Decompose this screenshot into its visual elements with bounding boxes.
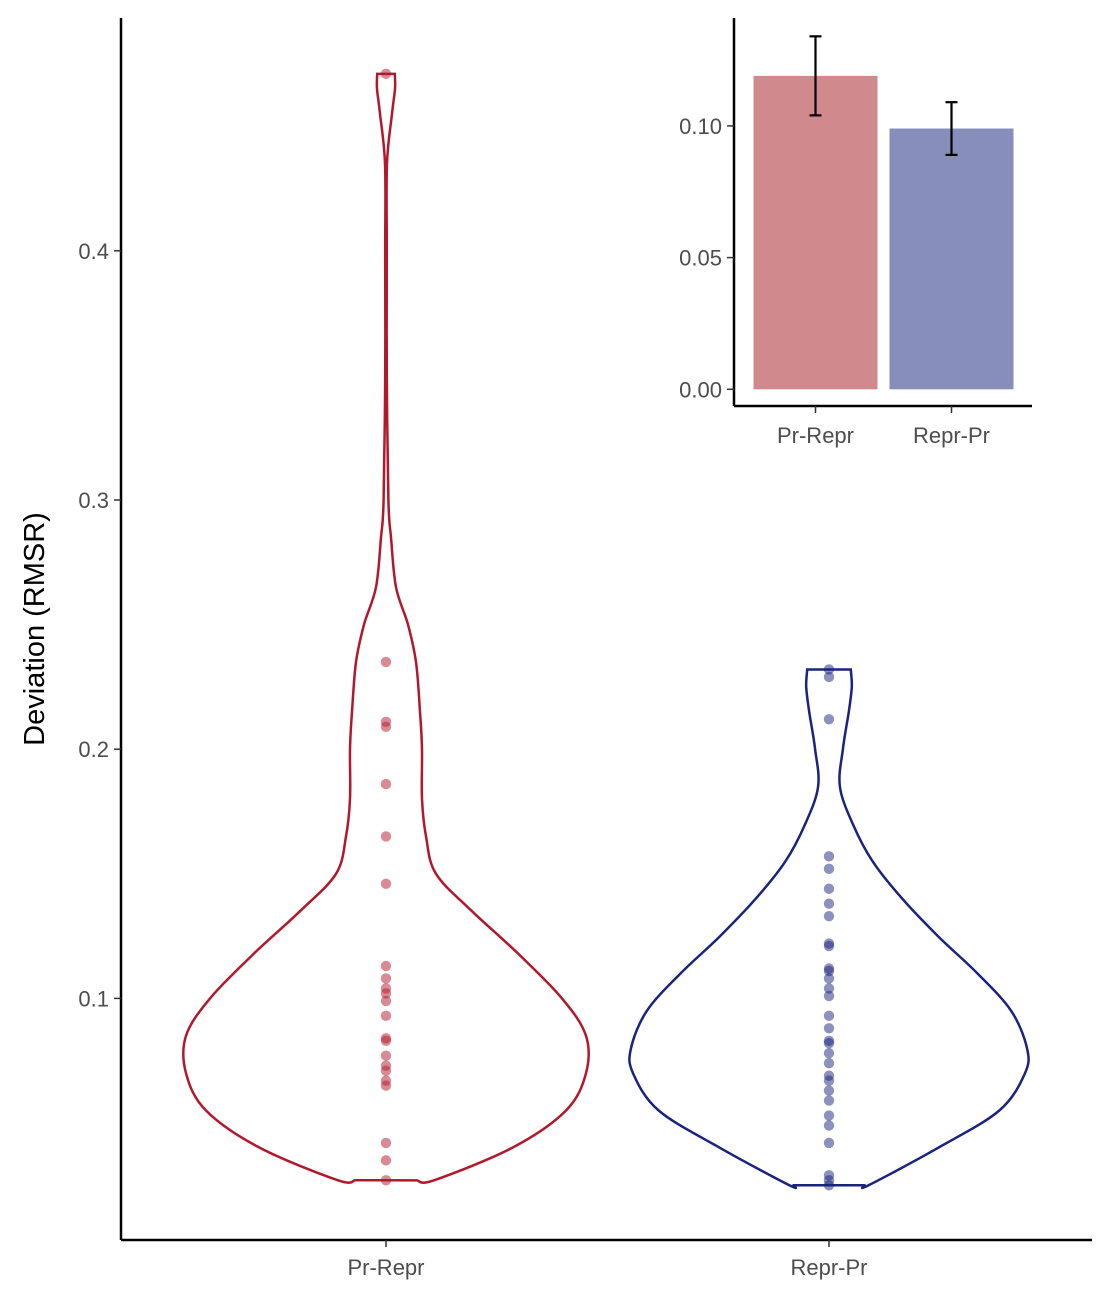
- data-point: [380, 1035, 392, 1046]
- data-point: [380, 973, 392, 984]
- inset-y-tick-label: 0.10: [679, 114, 722, 139]
- data-point: [380, 1080, 392, 1091]
- data-point: [823, 1137, 835, 1149]
- x-tick-label: Pr-Repr: [347, 1255, 424, 1280]
- data-point: [823, 1085, 835, 1096]
- data-point: [823, 1110, 835, 1121]
- data-point: [380, 995, 392, 1007]
- data-point: [823, 1038, 835, 1049]
- data-point: [823, 664, 835, 675]
- data-point: [823, 863, 835, 875]
- violin-outline: [628, 668, 1030, 1190]
- inset-y-tick-label: 0.05: [679, 246, 722, 271]
- data-point: [823, 990, 835, 1002]
- y-tick-label: 0.2: [78, 737, 109, 762]
- data-point: [380, 1010, 392, 1022]
- data-point: [380, 1065, 392, 1076]
- y-tick-label: 0.4: [78, 239, 109, 264]
- data-point: [823, 1095, 835, 1106]
- x-tick-label: Repr-Pr: [790, 1255, 867, 1280]
- data-point: [380, 878, 392, 889]
- data-point: [823, 883, 835, 894]
- data-point: [380, 68, 392, 80]
- data-point: [380, 656, 392, 668]
- data-point: [380, 960, 392, 972]
- inset-y-tick-label: 0.00: [679, 377, 722, 402]
- data-point: [823, 910, 835, 922]
- y-axis-title: Deviation (RMSR): [19, 512, 51, 746]
- data-point: [380, 1137, 392, 1149]
- data-point: [823, 1057, 835, 1069]
- data-point: [823, 1048, 835, 1059]
- data-point: [823, 714, 835, 725]
- bar: [889, 128, 1014, 390]
- data-point: [380, 1050, 392, 1061]
- y-tick-label: 0.1: [78, 986, 109, 1011]
- data-point: [380, 1155, 392, 1166]
- data-point: [380, 831, 392, 842]
- violin-outline: [182, 72, 590, 1184]
- y-tick-label: 0.3: [78, 488, 109, 513]
- data-point: [823, 1180, 835, 1191]
- data-point: [823, 983, 835, 994]
- data-point: [823, 940, 835, 952]
- data-point: [823, 1120, 835, 1131]
- data-point: [823, 1010, 835, 1022]
- data-point: [823, 1023, 835, 1034]
- data-point: [380, 988, 392, 999]
- data-point: [823, 671, 835, 683]
- data-point: [380, 778, 392, 790]
- main-violin-plot: 0.1 0.2 0.3 0.4 Deviation (RMSR) Pr-Repr Repr-…: [19, 18, 1092, 1280]
- inset-bar-chart: 0.00 0.05 0.10 Pr-Repr Repr-Pr: [679, 18, 1032, 448]
- data-point: [823, 1075, 835, 1086]
- inset-x-tick-label: Pr-Repr: [777, 423, 854, 448]
- data-point: [823, 973, 835, 984]
- inset-x-tick-label: Repr-Pr: [913, 423, 990, 448]
- data-point: [823, 898, 835, 909]
- data-point: [380, 721, 392, 732]
- data-point: [380, 1175, 392, 1186]
- data-point: [823, 965, 835, 977]
- bar: [753, 75, 878, 390]
- data-point: [823, 851, 835, 862]
